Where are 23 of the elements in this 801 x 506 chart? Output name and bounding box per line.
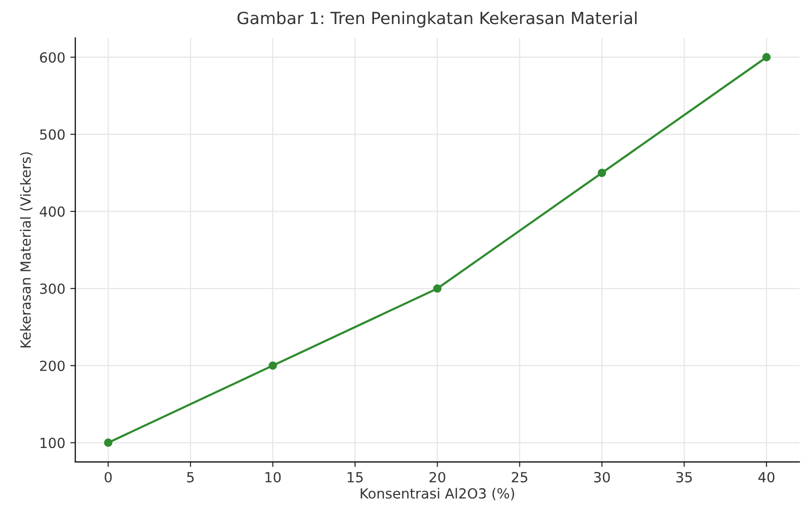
x-tick-label: 30	[594, 472, 610, 482]
point	[268, 361, 277, 370]
x-tick-label: 20	[430, 472, 446, 482]
point	[762, 53, 771, 62]
point	[433, 284, 442, 293]
x-tick-label: 0	[104, 472, 112, 482]
y-tick-label: 300	[40, 283, 65, 294]
y-axis-title: Kekerasan Material (Vickers)	[20, 152, 32, 348]
x-tick-label: 25	[512, 472, 528, 482]
x-axis-title: Konsentrasi Al2O3 (%)	[360, 488, 514, 500]
y-tick-label: 500	[40, 129, 65, 140]
point	[104, 438, 112, 447]
x-tick-label: 35	[676, 472, 692, 482]
point	[598, 168, 606, 178]
y-tick-label: 100	[40, 438, 65, 448]
x-tick-label: 15	[348, 472, 363, 482]
x-tick-label: 5	[187, 472, 194, 482]
y-tick-label: 200	[40, 360, 65, 372]
chart-title: Gambar 1: Tren Peningkatan Kekerasan Material	[238, 11, 637, 28]
y-tick-label: 400	[40, 206, 65, 217]
x-tick-label: 40	[758, 472, 774, 482]
x-tick-label: 10	[265, 472, 281, 482]
y-tick-label: 600	[40, 52, 65, 63]
